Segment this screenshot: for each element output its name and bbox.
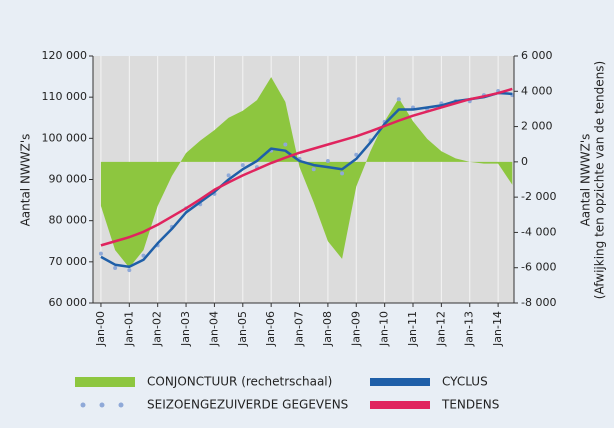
x-tick-label: Jan-01 [122, 311, 135, 347]
y2-tick-label: -4 000 [521, 225, 556, 238]
x-tick-label: Jan-14 [491, 311, 504, 347]
legend-key [370, 401, 430, 409]
x-tick-label: Jan-04 [207, 311, 220, 347]
dot [226, 173, 231, 178]
x-tick-label: Jan-00 [94, 311, 107, 347]
x-tick-label: Jan-11 [406, 311, 419, 347]
legend-label: CONJONCTUUR (rechetrschaal) [147, 375, 332, 389]
x-tick-label: Jan-07 [293, 311, 306, 347]
area [100, 77, 513, 268]
y-tick-label: 80 000 [49, 214, 88, 227]
dot [311, 167, 316, 172]
x-tick-label: Jan-06 [264, 311, 277, 347]
dot [340, 171, 345, 176]
x-tick-label: Jan-03 [179, 311, 192, 347]
legend-label: CYCLUS [442, 375, 488, 389]
y2-tick-label: -2 000 [521, 190, 556, 203]
dot [141, 253, 146, 258]
dot [127, 268, 132, 273]
y2-tick-label: -6 000 [521, 261, 556, 274]
y-axis-title: Aantal NWWZ's [19, 134, 33, 227]
line [100, 87, 513, 247]
dot [283, 142, 288, 147]
x-tick-label: Jan-12 [434, 311, 447, 347]
y2-tick-label: -8 000 [521, 296, 556, 309]
dot [396, 97, 401, 102]
y-tick-label: 90 000 [49, 173, 88, 186]
y2-axis-title: (Afwijking ten opzichte van de tendens) [593, 61, 607, 299]
legend-key [75, 377, 135, 387]
y2-axis-title: Aantal NWWZ's [579, 134, 593, 227]
legend-key [80, 402, 86, 408]
dot [113, 266, 118, 271]
legend-label: SEIZOENGEZUIVERDE GEGEVENS [147, 398, 348, 412]
y-tick-label: 120 000 [42, 49, 88, 62]
dot [98, 251, 103, 256]
x-tick-label: Jan-09 [349, 311, 362, 347]
legend-key [118, 402, 124, 408]
x-tick-label: Jan-08 [321, 311, 334, 347]
legend-key [370, 378, 430, 386]
x-tick-label: Jan-10 [378, 311, 391, 347]
legend-label: TENDENS [441, 398, 499, 412]
y-tick-label: 100 000 [42, 131, 88, 144]
legend-key [99, 402, 105, 408]
dot [240, 163, 245, 168]
dot [354, 152, 359, 157]
y-tick-label: 70 000 [49, 255, 88, 268]
y2-tick-label: 4 000 [521, 84, 553, 97]
y2-tick-label: 6 000 [521, 49, 553, 62]
y2-tick-label: 2 000 [521, 120, 553, 133]
dot [325, 158, 330, 163]
y-tick-label: 60 000 [49, 296, 88, 309]
line [100, 91, 513, 269]
x-tick-label: Jan-02 [151, 311, 164, 347]
y2-tick-label: 0 [521, 155, 528, 168]
y-tick-label: 110 000 [42, 90, 88, 103]
x-tick-label: Jan-05 [236, 311, 249, 347]
x-tick-label: Jan-13 [463, 311, 476, 347]
